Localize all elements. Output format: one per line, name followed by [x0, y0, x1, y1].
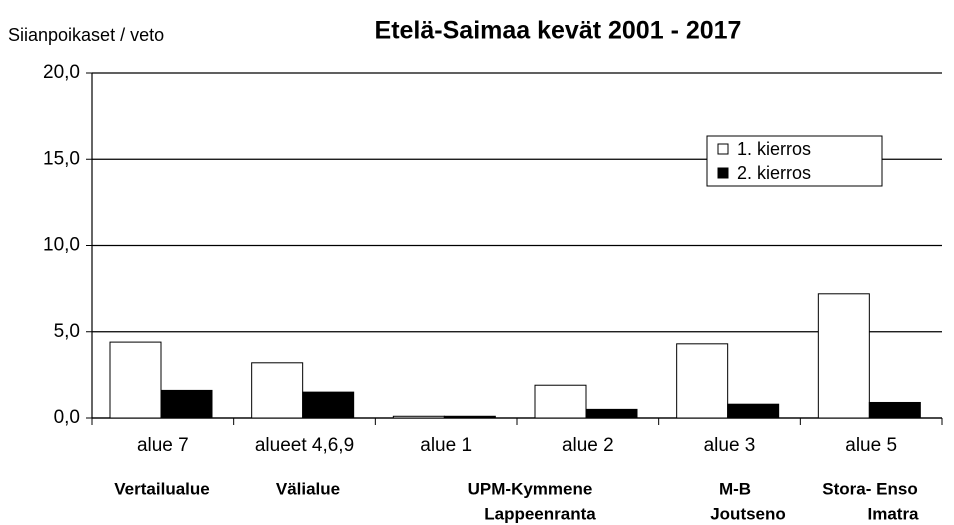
bar [534, 384, 587, 419]
legend-swatch [717, 143, 729, 155]
y-tick-label: 10,0 [43, 235, 80, 256]
legend-label: 2. kierros [737, 163, 811, 183]
chart-title: Etelä-Saimaa kevät 2001 - 2017 [375, 17, 742, 45]
bar [160, 389, 213, 419]
legend-swatch [717, 167, 729, 179]
bar [676, 343, 729, 419]
x-tick-label: alue 7 [137, 435, 189, 456]
annotation: Lappeenranta [484, 504, 596, 523]
x-tick-label: alue 3 [704, 435, 756, 456]
bar [392, 415, 445, 419]
legend-label: 1. kierros [737, 139, 811, 159]
legend-box [706, 135, 883, 187]
annotation: M-B [719, 479, 751, 498]
x-tick-label: alue 2 [562, 435, 614, 456]
y-tick-label: 5,0 [54, 321, 80, 342]
bar [251, 362, 304, 419]
annotation: Stora- Enso [822, 479, 917, 498]
y-tick-label: 0,0 [54, 407, 80, 428]
bar [302, 391, 355, 419]
x-tick-label: alueet 4,6,9 [255, 435, 354, 456]
annotation: Imatra [867, 504, 919, 523]
bar [585, 408, 638, 419]
bar [443, 415, 496, 419]
annotation: UPM-Kymmene [468, 479, 593, 498]
bar [109, 341, 162, 419]
y-axis-label: Siianpoikaset / veto [8, 25, 164, 45]
bar [868, 401, 921, 419]
annotation: Vertailualue [114, 479, 209, 498]
x-tick-label: alue 5 [845, 435, 897, 456]
y-tick-label: 15,0 [43, 148, 80, 169]
bar [727, 403, 780, 419]
bar [817, 293, 870, 419]
annotation: Joutseno [710, 504, 786, 523]
x-tick-label: alue 1 [420, 435, 472, 456]
annotation: Välialue [276, 479, 340, 498]
y-tick-label: 20,0 [43, 62, 80, 83]
